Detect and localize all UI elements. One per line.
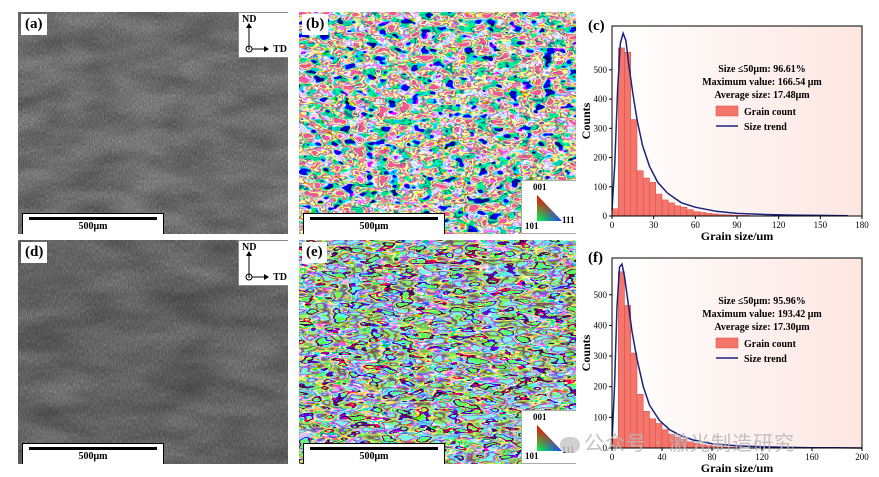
x-tick-label: 30	[649, 220, 659, 230]
y-tick-label: 100	[594, 182, 608, 192]
scale-bar-b: 500μm	[303, 213, 445, 234]
histogram-bar	[650, 182, 656, 216]
stat-annotation: Maximum value: 166.54 μm	[702, 77, 822, 88]
sem-panel-a: (a) ND TD 500μm	[18, 12, 288, 234]
td-label: TD	[273, 44, 287, 55]
histogram-bar	[693, 212, 699, 216]
y-tick-label: 200	[594, 382, 608, 392]
legend-bar-label: Grain count	[744, 107, 797, 118]
stat-annotation: Average size: 17.48μm	[714, 90, 810, 101]
x-tick-label: 0	[610, 220, 615, 230]
scale-bar-line	[310, 217, 438, 220]
axes-indicator-a: ND TD	[238, 12, 288, 58]
ipf-legend-b: 001 101 111	[521, 180, 576, 234]
x-tick-label: 160	[805, 452, 819, 462]
histogram-bar	[618, 272, 624, 448]
sem-panel-d: (d) ND TD 500μm	[18, 240, 288, 464]
histogram-bar	[656, 194, 662, 216]
x-tick-label: 150	[814, 220, 828, 230]
legend-bar-swatch	[716, 106, 738, 116]
x-tick-label: 200	[855, 452, 869, 462]
td-label: TD	[273, 272, 287, 283]
scale-bar-line	[29, 217, 157, 220]
panel-label-d: (d)	[21, 242, 47, 263]
panel-label-a: (a)	[21, 14, 47, 35]
y-axis-label: Counts	[579, 102, 593, 139]
histogram-bar	[662, 200, 668, 216]
watermark: 公众号 · 激光制造研究	[560, 427, 795, 456]
y-tick-label: 300	[594, 123, 608, 133]
scale-bar-text: 500μm	[23, 451, 163, 463]
scale-bar-text: 500μm	[23, 221, 163, 233]
panel-label: (f)	[588, 250, 603, 266]
histogram-bar	[612, 209, 618, 216]
histogram-bar	[681, 207, 687, 216]
legend-line-label: Size trend	[744, 354, 787, 365]
y-tick-label: 500	[594, 290, 608, 300]
y-axis-label: Counts	[579, 334, 593, 371]
stat-annotation: Maximum value: 193.42 μm	[702, 309, 822, 320]
ebsd-panel-b: (b) 001 101 111 500μm	[299, 12, 576, 234]
stat-annotation: Size ≤50μm: 95.96%	[718, 296, 806, 307]
legend-bar-swatch	[716, 338, 738, 348]
histogram-bar	[687, 210, 693, 216]
scale-bar-text: 500μm	[304, 221, 444, 233]
watermark-text: 公众号 · 激光制造研究	[584, 431, 795, 455]
legend-line-label: Size trend	[744, 122, 787, 133]
histogram-bar	[668, 203, 674, 216]
scale-bar-line	[310, 447, 438, 450]
histogram-bar	[700, 212, 706, 216]
wechat-icon	[560, 437, 580, 453]
histogram-bar	[643, 178, 649, 216]
x-tick-label: 180	[855, 220, 869, 230]
panel-label-b: (b)	[302, 14, 328, 35]
scale-bar-a: 500μm	[22, 213, 164, 234]
stat-annotation: Size ≤50μm: 96.61%	[718, 64, 806, 75]
panel-label-e: (e)	[302, 242, 327, 263]
ebsd-panel-e: (e) 001 101 111 500μm	[299, 240, 576, 464]
ipf-101-label: 101	[525, 451, 539, 461]
scale-bar-text: 500μm	[304, 451, 444, 463]
stat-annotation: Average size: 17.30μm	[714, 322, 810, 333]
y-tick-label: 400	[594, 94, 608, 104]
y-tick-label: 200	[594, 153, 608, 163]
y-tick-label: 0	[603, 211, 608, 221]
axes-indicator-d: ND TD	[238, 240, 288, 286]
ipf-111-label: 111	[562, 215, 575, 225]
histogram-bar	[675, 206, 681, 216]
histogram-bar	[637, 171, 643, 216]
x-tick-label: 60	[691, 220, 701, 230]
x-axis-label: Grain size/μm	[701, 461, 773, 472]
y-tick-label: 400	[594, 320, 608, 330]
ipf-101-label: 101	[525, 221, 539, 231]
y-tick-label: 100	[594, 412, 608, 422]
scale-bar-line	[29, 447, 157, 450]
x-tick-label: 120	[772, 220, 786, 230]
scale-bar-d: 500μm	[22, 443, 164, 464]
y-tick-label: 300	[594, 351, 608, 361]
y-tick-label: 500	[594, 65, 608, 75]
legend-bar-label: Grain count	[744, 339, 797, 350]
scale-bar-e: 500μm	[303, 443, 445, 464]
panel-label: (c)	[588, 18, 605, 34]
histogram-bar	[631, 120, 637, 216]
